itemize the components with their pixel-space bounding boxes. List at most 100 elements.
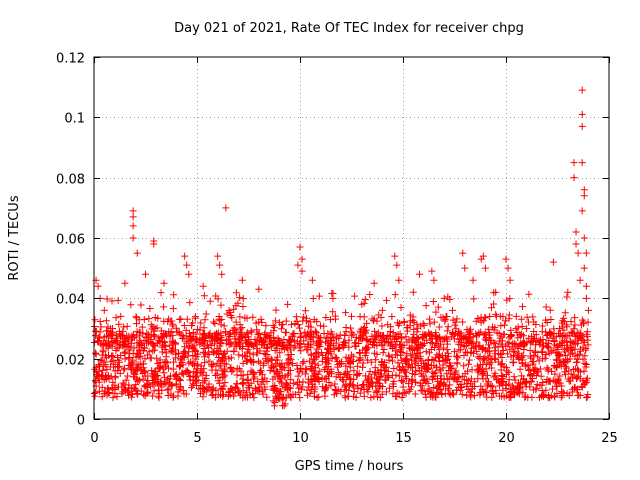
data-point [566,350,574,358]
data-point [157,327,165,335]
data-point [517,315,525,323]
data-point [481,264,489,272]
data-point [367,358,375,366]
data-point [247,327,255,335]
data-point [350,367,358,375]
data-point [129,207,137,215]
data-point [401,389,409,397]
data-point [514,344,522,352]
data-point [286,338,294,346]
data-point [349,330,357,338]
data-point [170,291,178,299]
data-point [465,337,473,345]
data-point [487,383,495,391]
data-point [274,373,282,381]
data-point [251,339,259,347]
data-point [258,318,266,326]
data-point [246,349,254,357]
data-point [544,367,552,375]
data-point [121,355,129,363]
data-point [571,383,579,391]
data-point [222,337,230,345]
data-point [571,314,579,322]
data-point [154,314,162,322]
data-point [436,386,444,394]
data-point [484,371,492,379]
data-point [118,383,126,391]
data-point [408,346,416,354]
data-point [369,341,377,349]
data-point [454,378,462,386]
data-point [529,357,537,365]
data-point [490,300,498,308]
data-point [544,343,552,351]
data-point [200,365,208,373]
data-point [331,312,339,320]
data-point [189,332,197,340]
data-point [571,321,579,329]
data-point [371,327,379,335]
data-point [164,318,172,326]
data-point [559,338,567,346]
data-point [578,382,586,390]
data-point [185,270,193,278]
data-point [466,325,474,333]
data-point [108,297,116,305]
data-point [515,390,523,398]
data-point [239,303,247,311]
data-point [305,332,313,340]
data-point [162,349,170,357]
data-point [439,352,447,360]
data-point [230,347,238,355]
data-point [291,342,299,350]
data-point [463,391,471,399]
data-point [160,369,168,377]
data-point [396,319,404,327]
data-point [99,372,107,380]
data-point [309,337,317,345]
data-point [577,329,585,337]
data-point [558,331,566,339]
data-point [282,343,290,351]
data-point [340,342,348,350]
data-point [342,353,350,361]
data-point [363,319,371,327]
data-point [430,372,438,380]
data-point [214,377,222,385]
data-point [412,354,420,362]
data-point [581,352,589,360]
data-point [153,339,161,347]
data-point [265,355,273,363]
data-point [433,335,441,343]
data-point [158,348,166,356]
data-point [479,370,487,378]
data-point [440,294,448,302]
data-point [250,394,258,402]
data-point [457,346,465,354]
data-point [220,382,228,390]
data-point [296,324,304,332]
data-point [221,353,229,361]
data-point [542,303,550,311]
data-point [153,324,161,332]
data-point [477,382,485,390]
data-point [137,301,145,309]
data-point [466,388,474,396]
data-point [347,376,355,384]
data-point [183,261,191,269]
data-point [244,384,252,392]
data-point [185,369,193,377]
data-point [115,320,123,328]
data-point [159,365,167,373]
data-point [356,354,364,362]
data-point [278,379,286,387]
x-axis-label: GPS time / hours [295,459,404,474]
data-point [269,397,277,405]
data-point [135,328,143,336]
data-point [464,360,472,368]
data-point [109,357,117,365]
data-point [225,391,233,399]
data-point [523,378,531,386]
data-point [316,367,324,375]
data-point [397,367,405,375]
